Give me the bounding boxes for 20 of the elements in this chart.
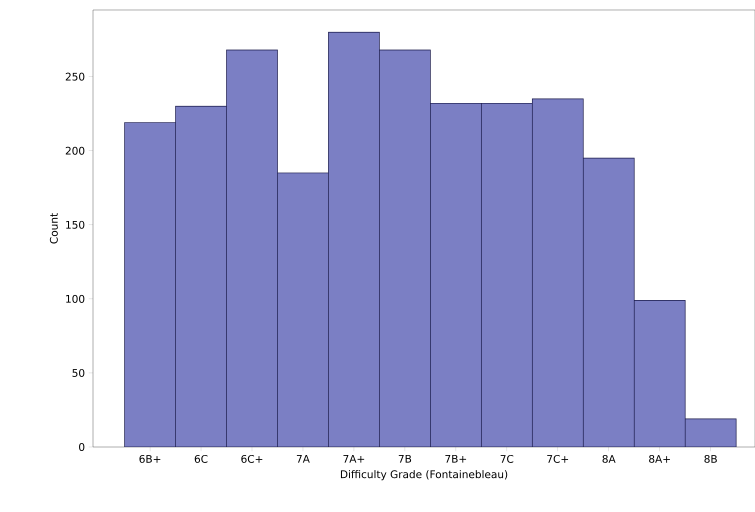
x-tick-label: 6C: [194, 454, 208, 463]
x-tick-label: 7B+: [445, 454, 466, 463]
y-axis-title: Count: [50, 213, 58, 244]
x-axis-title: Difficulty Grade (Fontainebleau): [340, 470, 508, 480]
y-tick-label: 50: [72, 368, 84, 377]
x-tick-label: 7B: [398, 454, 412, 463]
y-tick-label: 0: [79, 443, 84, 451]
x-tick-label: 8A: [602, 454, 616, 463]
y-tick-label: 100: [66, 294, 84, 303]
x-tick-label: 7A+: [343, 454, 364, 463]
x-tick-label: 6C+: [241, 454, 262, 463]
y-tick-label: 200: [66, 146, 84, 155]
x-tick-label: 7C+: [547, 454, 568, 463]
y-tick-label: 250: [66, 72, 84, 81]
x-tick-label: 8B: [704, 454, 717, 463]
x-tick-label: 7A: [296, 454, 310, 463]
x-tick-label: 7C: [500, 454, 514, 463]
x-tick-label: 8A+: [649, 454, 670, 463]
y-tick-label: 150: [66, 220, 84, 229]
x-tick-label: 6B+: [139, 454, 160, 463]
